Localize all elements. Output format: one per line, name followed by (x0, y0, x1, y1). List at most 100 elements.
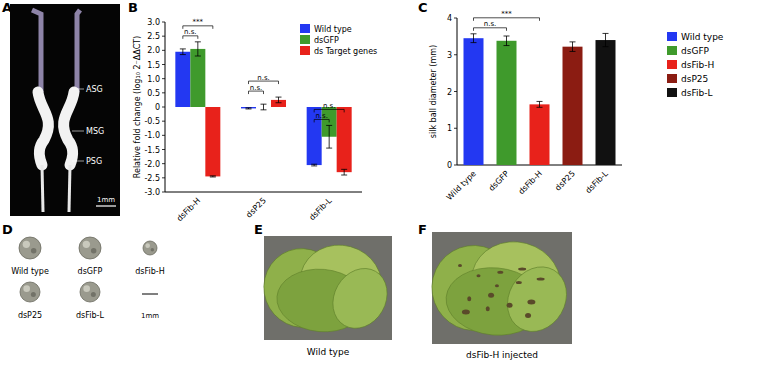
plot-marks (464, 33, 616, 165)
error-bar (311, 164, 317, 166)
error-cap (311, 164, 317, 165)
legend-swatch (300, 24, 310, 33)
error-bar (276, 97, 282, 103)
panel-letter: C (418, 0, 428, 15)
error-stem (263, 104, 264, 110)
ball (19, 237, 41, 259)
ball-label: dsGFP (78, 267, 103, 276)
error-bar (246, 108, 252, 109)
panel-letter: F (418, 222, 427, 237)
error-stem (329, 125, 330, 148)
tick-label: 0.5 (147, 89, 160, 98)
error-cap (341, 169, 347, 170)
error-cap (603, 33, 609, 34)
error-bar (570, 42, 576, 52)
legend-label: dsGFP (314, 36, 339, 45)
error-stem (572, 42, 573, 52)
leader-line (72, 131, 84, 132)
tick-label: 2.0 (147, 46, 160, 55)
tick-label: 3 (447, 51, 452, 60)
legend-label: dsGFP (681, 46, 710, 56)
error-cap (195, 56, 201, 57)
error-bar (210, 176, 216, 177)
bar (596, 40, 616, 165)
legend-swatch (667, 74, 677, 83)
anterior-gland (32, 10, 41, 92)
error-cap (471, 42, 477, 43)
error-bar (471, 34, 477, 43)
leaf-photo (420, 232, 578, 344)
category-label: dsGFP (487, 169, 511, 193)
ball-shadow (31, 292, 36, 297)
ball (20, 282, 40, 302)
error-stem (278, 97, 279, 103)
error-cap (195, 41, 201, 42)
error-cap (311, 165, 317, 166)
error-cap (246, 107, 252, 108)
tick-label: 1.5 (147, 61, 160, 70)
error-bar (504, 36, 510, 46)
error-cap (570, 41, 576, 42)
error-cap (570, 51, 576, 52)
significance-label: n.s. (250, 84, 263, 92)
legend-label: dsP25 (681, 74, 708, 84)
error-cap (180, 54, 186, 55)
legend-label: dsFib-H (681, 60, 714, 70)
leaf-hole (462, 310, 470, 315)
ball-label: dsP25 (18, 311, 42, 320)
leaf (496, 256, 578, 342)
middle-gland (64, 92, 74, 165)
tick-label: -1.5 (144, 146, 160, 155)
leaf-hole (497, 271, 503, 274)
ball-shadow (91, 292, 96, 297)
leaf-photo (253, 236, 398, 340)
panel-letter: E (254, 222, 263, 237)
error-cap (261, 109, 267, 110)
category-label: Wild type (445, 169, 478, 202)
axis-title: silk ball diameter (mm) (429, 45, 438, 138)
leaf-hole (467, 296, 471, 301)
ball (79, 237, 101, 259)
bar (241, 107, 256, 108)
legend-label: Wild type (681, 32, 724, 42)
bar (497, 41, 517, 165)
ball-label: Wild type (11, 267, 49, 276)
error-stem (344, 169, 345, 175)
leader-line (72, 89, 84, 90)
leaf-hole (507, 303, 513, 308)
significance-label: n.s. (323, 102, 336, 110)
scale-bar (142, 294, 158, 295)
category-label: dsFib-H (175, 196, 202, 223)
error-stem (605, 33, 606, 46)
category-label: dsFib-L (584, 169, 610, 195)
category-label: dsFib-L (307, 196, 333, 222)
ball-label: dsFib-H (135, 267, 164, 276)
error-bar (603, 33, 609, 46)
anterior-gland (77, 10, 80, 92)
photo-caption: Wild type (307, 347, 350, 357)
tick-label: 1 (447, 124, 452, 133)
silk-ball (19, 237, 41, 259)
legend: Wild typedsGFPdsFib-HdsP25dsFib-L (667, 32, 724, 98)
significance-label: n.s. (315, 112, 328, 120)
posterior-gland (42, 165, 43, 212)
error-bar (537, 101, 543, 107)
gland-label: PSG (86, 157, 102, 166)
scale-label: 1mm (97, 196, 115, 204)
scale-bar (96, 205, 116, 206)
category-label: dsP25 (244, 196, 268, 220)
category-label: dsP25 (553, 169, 577, 193)
ball-shadow (91, 248, 97, 254)
significance-label: *** (501, 10, 512, 18)
leaf-hole (495, 284, 499, 287)
tick-label: -2.5 (144, 174, 160, 183)
error-cap (180, 48, 186, 49)
error-cap (537, 101, 543, 102)
error-cap (326, 125, 332, 126)
bar (563, 47, 583, 165)
bar (464, 38, 484, 165)
tick-label: 2 (447, 88, 452, 97)
silk-ball (80, 282, 100, 302)
middle-gland (38, 92, 48, 165)
significance-label: n.s. (484, 20, 497, 28)
